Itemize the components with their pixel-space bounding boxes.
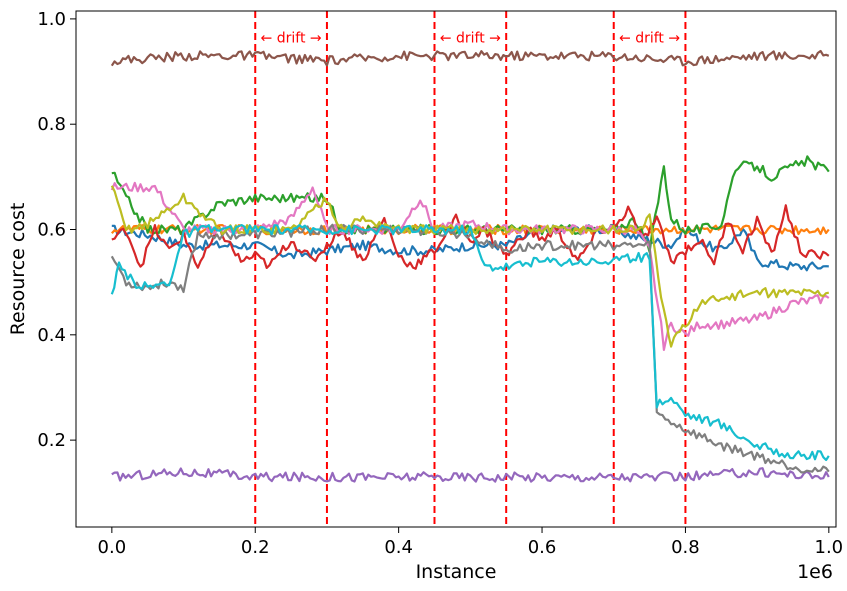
y-tick-label: 0.2 bbox=[37, 430, 66, 451]
x-tick-label: 0.2 bbox=[241, 537, 270, 558]
x-tick-label: 1.0 bbox=[815, 537, 844, 558]
y-axis-label: Resource cost bbox=[7, 203, 29, 336]
series-line-8 bbox=[110, 223, 830, 474]
series-lines bbox=[110, 49, 830, 483]
y-tick-label: 1.0 bbox=[37, 9, 66, 30]
y-tick-label: 0.6 bbox=[37, 220, 66, 241]
plot-area-frame bbox=[75, 10, 837, 528]
drift-annotation-2: ← drift → bbox=[440, 30, 501, 46]
x-axis: 0.0 0.2 0.4 0.6 0.8 1.0 bbox=[98, 527, 844, 558]
y-tick-label: 0.8 bbox=[37, 114, 66, 135]
y-axis: 0.2 0.4 0.6 0.8 1.0 bbox=[37, 9, 76, 451]
series-line-5 bbox=[111, 467, 830, 483]
drift-annotation-1: ← drift → bbox=[261, 30, 322, 46]
x-tick-label: 0.6 bbox=[528, 537, 557, 558]
series-line-7 bbox=[110, 181, 830, 351]
x-tick-label: 0.0 bbox=[98, 537, 127, 558]
x-axis-label: Instance bbox=[416, 561, 497, 583]
x-axis-offset-label: 1e6 bbox=[797, 561, 833, 583]
x-tick-label: 0.4 bbox=[384, 537, 413, 558]
x-tick-label: 0.8 bbox=[671, 537, 700, 558]
drift-annotation-3: ← drift → bbox=[619, 30, 680, 46]
series-line-10 bbox=[110, 224, 830, 462]
series-line-6 bbox=[110, 49, 830, 67]
y-tick-label: 0.4 bbox=[37, 325, 66, 346]
drift-markers: ← drift → ← drift → ← drift → bbox=[254, 11, 687, 527]
